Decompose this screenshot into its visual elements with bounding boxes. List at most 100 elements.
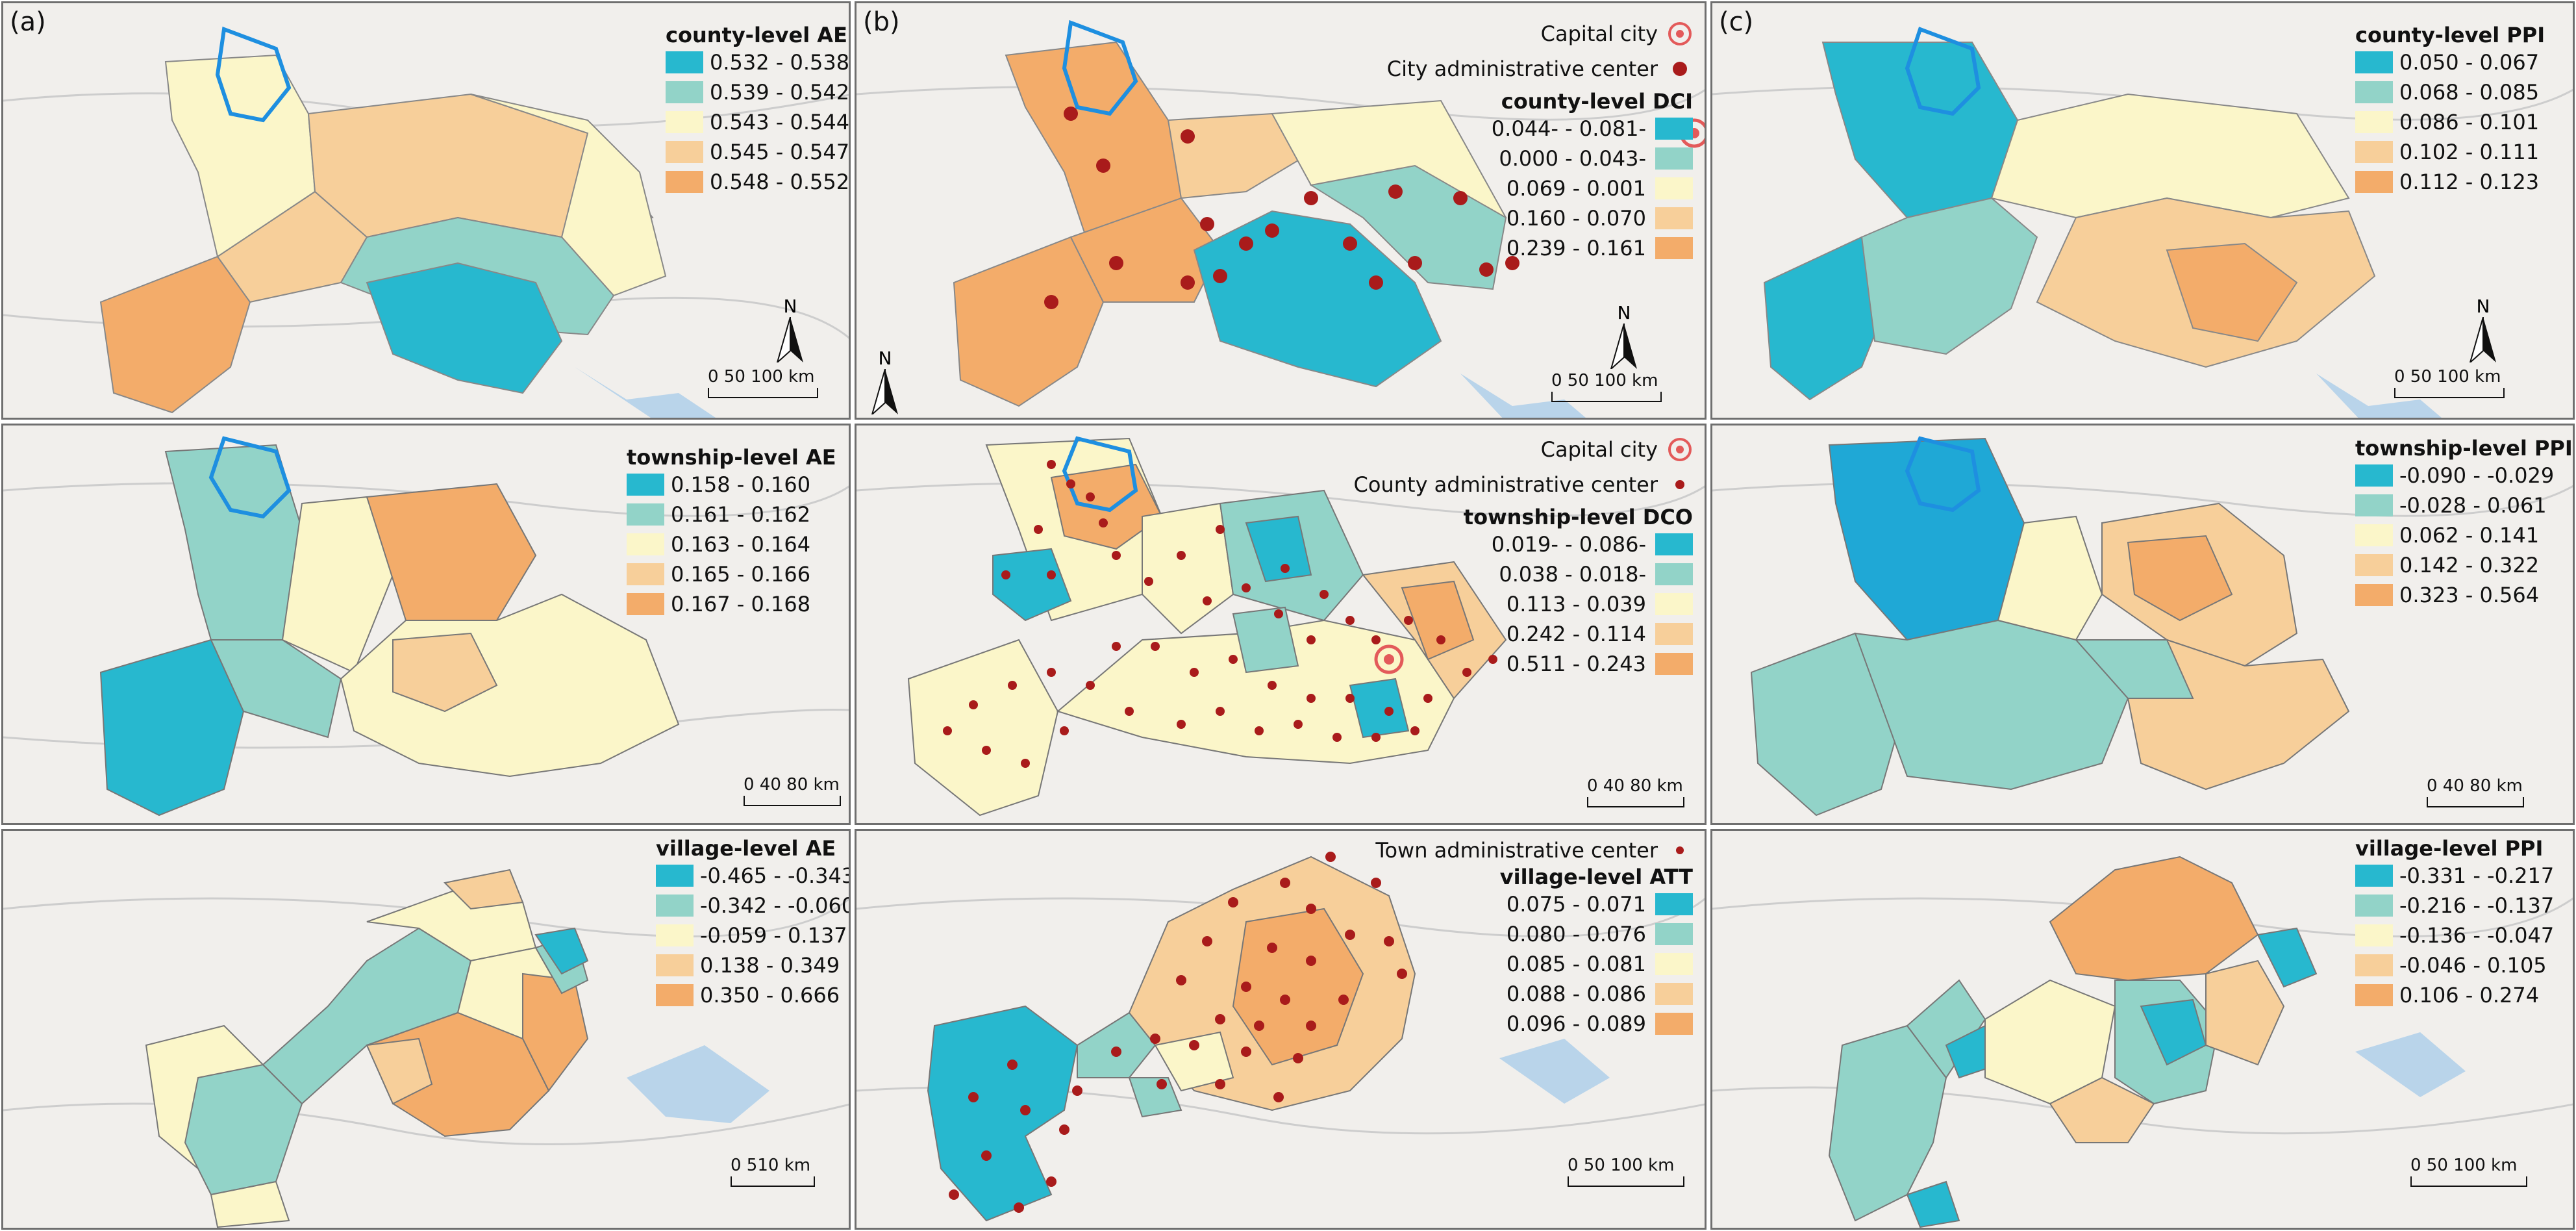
- scale-bar: 0 40 80 km: [1587, 776, 1684, 807]
- legend-b3: Town administrative center village-level…: [1375, 836, 1693, 1039]
- map-b1: [857, 19, 1705, 418]
- legend-swatch: [2355, 51, 2393, 73]
- legend-item: 0.323 - 0.564: [2399, 583, 2540, 607]
- legend-swatch: [627, 563, 664, 585]
- north-arrow-icon: N: [776, 296, 805, 365]
- legend-c3: village-level PPI -0.331 - -0.217 -0.216…: [2355, 836, 2554, 1010]
- legend-item: -0.216 - -0.137: [2399, 893, 2555, 918]
- panel-a1: (a) county-level AE 0.532 - 0.538 0.539 …: [1, 1, 851, 420]
- scale-label: 0 50 100 km: [2394, 367, 2501, 387]
- legend-swatch: [666, 51, 703, 73]
- legend-swatch: [2355, 895, 2393, 917]
- capital-city-icon: [1668, 438, 1692, 461]
- legend-swatch: [2355, 464, 2393, 487]
- scale-label: 0 510 km: [731, 1156, 811, 1175]
- legend-item: 0.163 - 0.164: [671, 532, 811, 557]
- legend-item: -0.465 - -0.343: [700, 863, 851, 888]
- legend-item: -0.046 - 0.105: [2399, 953, 2547, 978]
- county-center-icon: [1675, 480, 1684, 489]
- legend-swatch: [1655, 1013, 1693, 1035]
- scale-bar: 0 50 100 km: [2410, 1156, 2527, 1187]
- panel-label: (b): [863, 7, 900, 37]
- legend-swatch: [1655, 563, 1693, 585]
- legend-swatch: [1655, 923, 1693, 945]
- map-c2: [1712, 436, 2573, 817]
- legend-title: county-level DCI: [1501, 89, 1693, 114]
- legend-item: -0.331 - -0.217: [2399, 863, 2555, 888]
- legend-item: 0.160 - 0.070: [1506, 206, 1646, 231]
- legend-title: county-level AE: [666, 23, 847, 47]
- legend-item: -0.090 - -0.029: [2399, 463, 2555, 488]
- legend-swatch: [1655, 237, 1693, 259]
- legend-item: 0.113 - 0.039: [1506, 592, 1646, 616]
- legend-a3: village-level AE -0.465 - -0.343 -0.342 …: [656, 836, 851, 1010]
- north-label: N: [1617, 302, 1631, 324]
- legend-item: 0.539 - 0.542: [710, 80, 850, 105]
- scale-bar: 0 40 80 km: [744, 775, 841, 806]
- panel-label: (a): [10, 7, 46, 37]
- legend-item: 0.142 - 0.322: [2399, 553, 2540, 577]
- legend-swatch: [1655, 653, 1693, 675]
- legend-item: 0.086 - 0.101: [2399, 110, 2540, 134]
- legend-item: 0.545 - 0.547: [710, 140, 850, 164]
- capital-city-label: Capital city: [1540, 437, 1658, 462]
- north-label: N: [878, 348, 892, 369]
- legend-swatch: [666, 81, 703, 103]
- north-label: N: [783, 296, 797, 317]
- legend-swatch: [1655, 207, 1693, 229]
- legend-swatch: [627, 474, 664, 496]
- north-arrow-icon: N: [1610, 302, 1638, 372]
- legend-swatch: [1655, 623, 1693, 645]
- legend-c2: township-level PPI -0.090 - -0.029 -0.02…: [2355, 436, 2573, 610]
- legend-swatch: [2355, 924, 2393, 946]
- legend-item: 0.167 - 0.168: [671, 592, 811, 616]
- legend-item: 0.112 - 0.123: [2399, 170, 2540, 194]
- legend-swatch: [1655, 893, 1693, 915]
- legend-swatch: [627, 503, 664, 526]
- panel-c2: township-level PPI -0.090 - -0.029 -0.02…: [1710, 424, 2575, 825]
- map-c3: [1712, 856, 2573, 1228]
- scale-label: 0 50 100 km: [1551, 371, 1658, 390]
- panel-b3: Town administrative center village-level…: [855, 829, 1707, 1230]
- legend-item: -0.136 - -0.047: [2399, 923, 2555, 948]
- legend-swatch: [2355, 141, 2393, 163]
- scale-label: 0 50 100 km: [1568, 1156, 1675, 1175]
- legend-item: 0.350 - 0.666: [700, 983, 840, 1008]
- legend-item: -0.059 - 0.137: [700, 923, 847, 948]
- legend-swatch: [2355, 954, 2393, 976]
- map-b3: [857, 852, 1705, 1222]
- legend-swatch: [2355, 171, 2393, 193]
- legend-swatch: [2355, 524, 2393, 546]
- legend-item: 0.069 - 0.001: [1506, 176, 1646, 201]
- legend-item: 0.242 - 0.114: [1506, 622, 1646, 646]
- legend-swatch: [656, 984, 694, 1006]
- legend-swatch: [2355, 584, 2393, 606]
- legend-item: 0.239 - 0.161: [1506, 236, 1646, 260]
- scale-label: 0 40 80 km: [2427, 776, 2523, 796]
- panel-b2: Capital city County administrative cente…: [855, 424, 1707, 825]
- legend-title: county-level PPI: [2355, 23, 2545, 47]
- legend-b2: Capital city County administrative cente…: [1354, 432, 1693, 679]
- scale-bar: 0 50 100 km: [1551, 371, 1662, 402]
- scale-bar: 0 40 80 km: [2427, 776, 2524, 807]
- panel-a3: village-level AE -0.465 - -0.343 -0.342 …: [1, 829, 851, 1230]
- legend-swatch: [656, 954, 694, 976]
- scale-bar: 0 50 100 km: [708, 367, 818, 398]
- legend-swatch: [656, 924, 694, 946]
- town-center-icon: [1676, 846, 1684, 854]
- legend-swatch: [666, 111, 703, 133]
- legend-a1: county-level AE 0.532 - 0.538 0.539 - 0.…: [666, 23, 849, 197]
- legend-item: 0.075 - 0.071: [1506, 892, 1646, 917]
- panel-b1: (b) Capital city City administrative cen…: [855, 1, 1707, 420]
- panel-c1: (c) county-level PPI 0.050 - 0.067 0.068…: [1710, 1, 2575, 420]
- scale-label: 0 40 80 km: [1587, 776, 1683, 796]
- capital-city-icon: [1668, 22, 1692, 45]
- legend-swatch: [2355, 865, 2393, 887]
- legend-swatch: [2355, 984, 2393, 1006]
- legend-item: 0.106 - 0.274: [2399, 983, 2540, 1008]
- legend-swatch: [2355, 111, 2393, 133]
- scale-bar: 0 50 100 km: [1568, 1156, 1684, 1187]
- legend-c1: county-level PPI 0.050 - 0.067 0.068 - 0…: [2355, 23, 2545, 197]
- county-center-label: County administrative center: [1353, 472, 1658, 497]
- panel-a2: township-level AE 0.158 - 0.160 0.161 - …: [1, 424, 851, 825]
